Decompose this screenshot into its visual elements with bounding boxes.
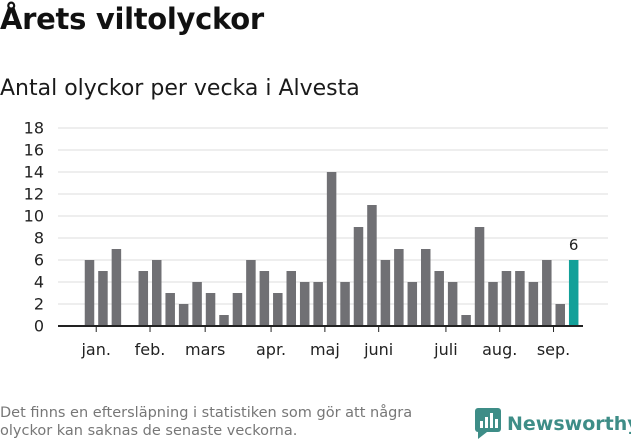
y-tick-label: 10 xyxy=(24,207,44,226)
bar xyxy=(232,293,243,326)
bar xyxy=(152,260,162,326)
y-axis-labels: 0 2 4 6 8 10 12 14 16 18 xyxy=(24,119,44,336)
bar xyxy=(353,227,364,326)
bar xyxy=(380,260,391,326)
bar xyxy=(568,260,579,326)
bar xyxy=(394,249,404,326)
bar xyxy=(515,271,525,326)
bar xyxy=(461,315,471,326)
bar xyxy=(421,249,431,326)
brand-name: Newsworthy xyxy=(507,413,631,435)
bar xyxy=(555,304,565,326)
newsworthy-logo: Newsworthy xyxy=(475,408,631,440)
bar xyxy=(286,271,296,326)
annotations: 6 xyxy=(569,236,579,254)
bar xyxy=(246,260,256,326)
y-tick-label: 14 xyxy=(24,163,44,182)
chart-title: Årets viltolyckor xyxy=(0,2,264,36)
x-month-label: feb. xyxy=(135,340,166,359)
y-tick-label: 8 xyxy=(34,229,44,248)
x-month-label: juni xyxy=(363,340,393,359)
bar xyxy=(165,293,175,326)
bar xyxy=(434,271,444,326)
y-tick-label: 18 xyxy=(24,119,44,138)
bar xyxy=(542,260,552,326)
bar xyxy=(367,205,377,326)
bar xyxy=(219,315,229,326)
bar xyxy=(299,282,310,326)
y-tick-label: 6 xyxy=(34,251,44,270)
footnote: Det finns en eftersläpning i statistiken… xyxy=(0,405,413,439)
bar xyxy=(111,249,122,326)
y-tick-label: 2 xyxy=(34,295,44,314)
x-month-label: jan. xyxy=(80,340,110,359)
x-axis-labels: jan. feb. mars apr. maj juni juli aug. sep. xyxy=(80,340,570,359)
bars xyxy=(84,172,579,326)
bar xyxy=(528,282,539,326)
x-axis-ticks xyxy=(95,326,555,332)
x-month-label: apr. xyxy=(256,340,286,359)
y-tick-label: 0 xyxy=(34,317,44,336)
bar xyxy=(98,271,108,326)
y-tick-label: 16 xyxy=(24,141,44,160)
x-month-label: sep. xyxy=(537,340,570,359)
bar xyxy=(84,260,95,326)
bar xyxy=(178,304,189,326)
bar xyxy=(407,282,418,326)
y-tick-label: 4 xyxy=(34,273,44,292)
bar xyxy=(447,282,458,326)
bar xyxy=(138,271,149,326)
y-tick-label: 12 xyxy=(24,185,44,204)
bar xyxy=(313,282,323,326)
bar xyxy=(205,293,216,326)
newsworthy-logo-icon xyxy=(475,408,501,439)
x-month-label: juli xyxy=(433,340,457,359)
bar xyxy=(501,271,512,326)
bar xyxy=(273,293,283,326)
x-month-label: maj xyxy=(310,340,340,359)
bar xyxy=(192,282,202,326)
last-bar-value-label: 6 xyxy=(569,236,579,254)
x-month-label: aug. xyxy=(482,340,517,359)
bar xyxy=(474,227,485,326)
chart-subtitle: Antal olyckor per vecka i Alvesta xyxy=(0,76,360,101)
bar xyxy=(488,282,498,326)
bar xyxy=(259,271,270,326)
bar xyxy=(326,172,337,326)
x-month-label: mars xyxy=(185,340,225,359)
bar xyxy=(340,282,350,326)
